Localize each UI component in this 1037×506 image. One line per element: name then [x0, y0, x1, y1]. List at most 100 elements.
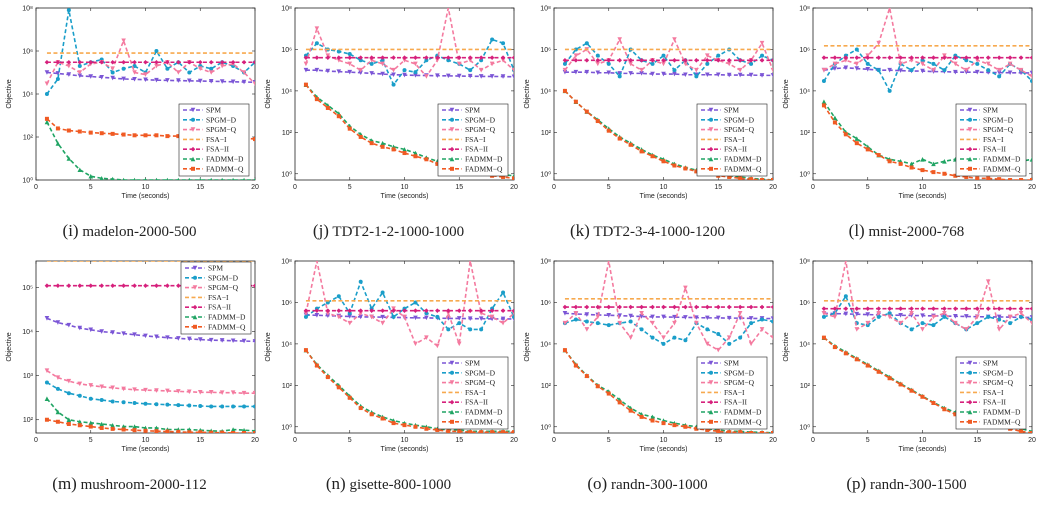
x-axis-label: Time (seconds) [122, 193, 170, 200]
data-point-fsa-ii [44, 59, 50, 65]
data-point-spm [325, 313, 331, 318]
data-point-fadmm-q [628, 142, 633, 147]
plot-area [303, 261, 514, 433]
data-point-spgm-d [606, 61, 611, 66]
data-point-spgm-q [639, 310, 644, 316]
data-point-spgm-q [595, 314, 601, 320]
data-point-spgm-d [584, 319, 589, 324]
legend-label-spm: SPM [465, 106, 480, 115]
data-point-spgm-d [187, 403, 192, 408]
data-point-fadmm-d [909, 161, 914, 167]
data-point-spm [208, 337, 214, 343]
data-point-spgm-q [77, 70, 83, 75]
data-point-spgm-d [617, 74, 622, 79]
legend-label-fadmm-q: FADMM−Q [724, 417, 762, 426]
x-tick-label: 20 [510, 184, 518, 191]
data-point-fadmm-q [336, 114, 341, 119]
data-point-spm [617, 313, 622, 318]
data-point-spgm-q [683, 285, 688, 291]
data-point-fadmm-d [154, 425, 159, 431]
legend-label-fsa-ii: FSA−II [465, 398, 488, 407]
data-point-spgm-d [99, 398, 104, 403]
data-point-spgm-d [821, 314, 826, 319]
chart-svg: 0 5 10 15 20 10⁰ 10² 10⁴ 10⁶ 10⁸ Time (seconds) Obj… [524, 259, 777, 454]
data-point-fsa-ii [500, 308, 506, 313]
y-tick-label: 10² [23, 417, 34, 424]
data-point-fadmm-q [468, 430, 473, 433]
data-point-spgm-d [347, 311, 352, 316]
legend-label-fadmm-q: FADMM−Q [983, 417, 1021, 426]
legend-label-spgm-q: SPGM−Q [208, 283, 239, 292]
data-point-fsa-ii [391, 55, 396, 60]
data-point-fsa-ii [821, 55, 827, 60]
data-point-spgm-q [219, 63, 225, 69]
x-tick-label: 5 [866, 184, 870, 191]
series-fadmm-q [562, 88, 773, 180]
series-line-spm [823, 312, 1032, 319]
data-point-spm [672, 314, 677, 320]
data-point-spgm-q [898, 320, 903, 326]
legend-label-spgm-q: SPGM−Q [724, 378, 755, 387]
panel-caption: (p) randn-300-1500 [777, 474, 1036, 494]
data-point-spgm-q [469, 261, 472, 264]
data-point-spgm-q [694, 67, 699, 73]
y-tick-label: 10⁵ [22, 285, 33, 292]
data-point-spgm-d [231, 404, 236, 409]
x-tick-label: 20 [769, 184, 777, 191]
data-point-spm [380, 71, 385, 77]
data-point-fsa-ii [402, 55, 407, 60]
x-axis-label: Time (seconds) [381, 446, 429, 453]
data-point-fadmm-q [44, 417, 49, 422]
legend-marker-spm [192, 265, 198, 271]
data-point-spm [705, 315, 710, 321]
data-point-fsa-ii [230, 59, 236, 65]
data-point-spm [219, 79, 225, 84]
data-point-spgm-d [606, 323, 611, 328]
data-point-fadmm-d [77, 167, 83, 173]
data-point-fadmm-q [314, 97, 319, 102]
series-spm [44, 316, 255, 344]
data-point-fsa-ii [562, 304, 568, 310]
data-point-spm [336, 69, 342, 74]
data-point-spgm-q [380, 61, 385, 67]
data-point-spm [44, 70, 50, 75]
series-spgm-d [44, 380, 255, 409]
data-point-fsa-ii [573, 304, 579, 310]
data-point-spgm-d [369, 61, 374, 66]
data-point-spgm-d [479, 58, 484, 63]
panel-dataset-name: TDT2-1-2-1000-1000 [328, 224, 465, 240]
data-point-spgm-q [573, 53, 579, 58]
data-point-spm [584, 312, 590, 317]
data-point-spm [920, 68, 925, 74]
data-point-fadmm-q [99, 425, 104, 430]
y-tick-label: 10⁴ [22, 92, 33, 99]
data-point-spm [165, 335, 170, 340]
x-tick-label: 10 [660, 437, 668, 444]
data-point-spm [639, 71, 644, 76]
data-point-spgm-q [44, 368, 50, 373]
data-point-spgm-q [748, 341, 754, 347]
legend-label-spm: SPM [983, 359, 998, 368]
legend-label-fadmm-d: FADMM−D [208, 313, 246, 322]
data-point-spgm-d [446, 327, 451, 332]
data-point-fadmm-q [1019, 429, 1024, 433]
data-point-spm [996, 70, 1002, 75]
data-point-fadmm-q [931, 170, 936, 175]
data-point-spgm-q [446, 310, 451, 316]
data-point-fadmm-q [920, 394, 925, 399]
legend-label-fsa-ii: FSA−II [724, 398, 747, 407]
data-point-fadmm-q [749, 431, 754, 433]
data-point-spgm-q [121, 38, 126, 44]
legend-label-fsa-i: FSA−I [983, 388, 1004, 397]
data-point-fadmm-q [738, 430, 743, 433]
y-tick-label: 10⁶ [22, 49, 33, 56]
data-point-spgm-q [759, 327, 765, 332]
data-point-fadmm-q [143, 428, 148, 433]
data-point-spm [143, 333, 148, 339]
data-point-spgm-q [55, 375, 61, 380]
panel-caption: (n) gisette-800-1000 [259, 474, 518, 494]
data-point-fadmm-d [77, 419, 83, 425]
data-point-fsa-ii [562, 57, 568, 63]
data-point-spgm-q [821, 310, 827, 316]
